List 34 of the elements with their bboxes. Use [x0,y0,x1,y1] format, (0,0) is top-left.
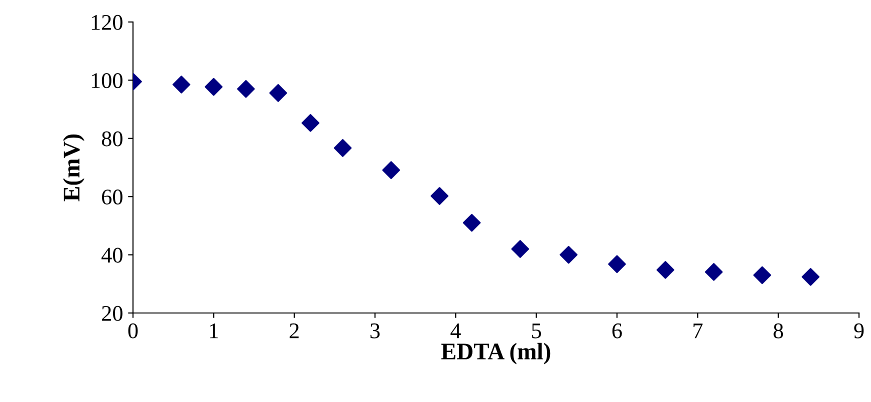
x-tick-label: 9 [854,323,864,338]
point [172,76,190,94]
x-tick-label: 5 [532,324,542,338]
y-tick-label: 120 [92,14,122,30]
y-tick-label: 40 [101,248,122,263]
x-tick-label: 3 [370,323,380,338]
y-tick-label: 60 [102,190,122,205]
point [302,114,320,132]
point [753,266,772,284]
point [462,214,481,232]
y-axis-title: E(mV) [62,134,84,202]
x-tick-label: 4 [450,324,461,338]
point [269,84,288,102]
point [237,80,255,98]
x-tick-label: 1 [210,323,218,338]
x-tick-label: 0 [128,323,138,338]
x-axis-title: EDTA (ml) [441,342,550,364]
point [704,263,723,281]
point [560,246,578,264]
x-tick-label: 8 [774,323,784,338]
point [334,139,352,157]
point [204,78,223,96]
point [430,187,448,205]
point [656,261,674,279]
point [608,255,626,274]
x-tick-label: 7 [694,324,703,338]
y-tick-label: 80 [102,131,122,146]
x-tick-label: 6 [612,323,622,338]
x-tick-label: 2 [290,323,299,338]
point [382,161,400,180]
y-tick-label: 20 [102,306,122,321]
point [802,268,820,286]
point [511,240,530,258]
y-tick-label: 100 [92,73,122,88]
